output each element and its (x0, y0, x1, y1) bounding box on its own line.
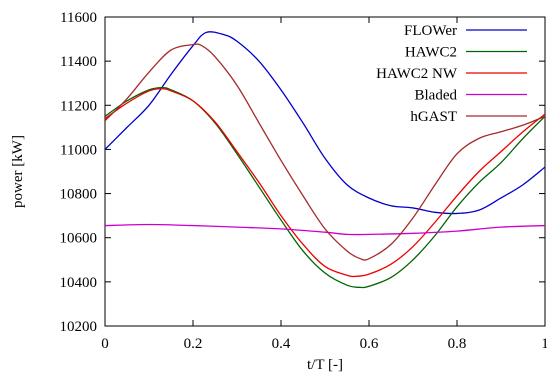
plot-frame (104, 16, 546, 327)
x-tick-label: 0 (101, 336, 109, 352)
y-tick-label: 11200 (60, 98, 97, 114)
x-axis-label: t/T [-] (307, 357, 343, 373)
series-layer (105, 31, 545, 289)
x-tick-label: 0.2 (184, 336, 203, 352)
y-tick-label: 10200 (60, 319, 98, 335)
legend-label: hGAST (410, 109, 457, 125)
series-line-hawc2-nw (105, 88, 545, 278)
legend: FLOWer HAWC2 HAWC2 NW Bladed hGAST (376, 23, 527, 125)
legend-label: FLOWer (404, 23, 457, 39)
series-line-hgast (105, 43, 545, 261)
series-line-bladed (105, 223, 545, 236)
series-line-flower (105, 31, 545, 215)
y-axis-label: power [kW] (10, 135, 26, 208)
x-tick-label: 0.4 (272, 336, 291, 352)
legend-label: Bladed (415, 88, 458, 104)
series-line-hawc2 (105, 86, 545, 289)
y-tick-label: 11600 (60, 10, 97, 26)
y-tick-label: 11400 (60, 54, 97, 70)
plot-area: 0 0.2 0.4 0.6 0.8 1 10200 10400 10600 10800 11000 1… (60, 10, 547, 352)
y-tick-label: 10800 (60, 187, 98, 203)
x-tick-label: 1 (541, 336, 547, 352)
y-tick-label: 11000 (60, 142, 97, 158)
x-tick-label: 0.8 (448, 336, 467, 352)
legend-label: HAWC2 (405, 45, 457, 61)
legend-label: HAWC2 NW (376, 66, 458, 82)
x-tick-label: 0.6 (360, 336, 379, 352)
y-tick-label: 10400 (60, 275, 98, 291)
y-tick-label: 10600 (60, 231, 98, 247)
